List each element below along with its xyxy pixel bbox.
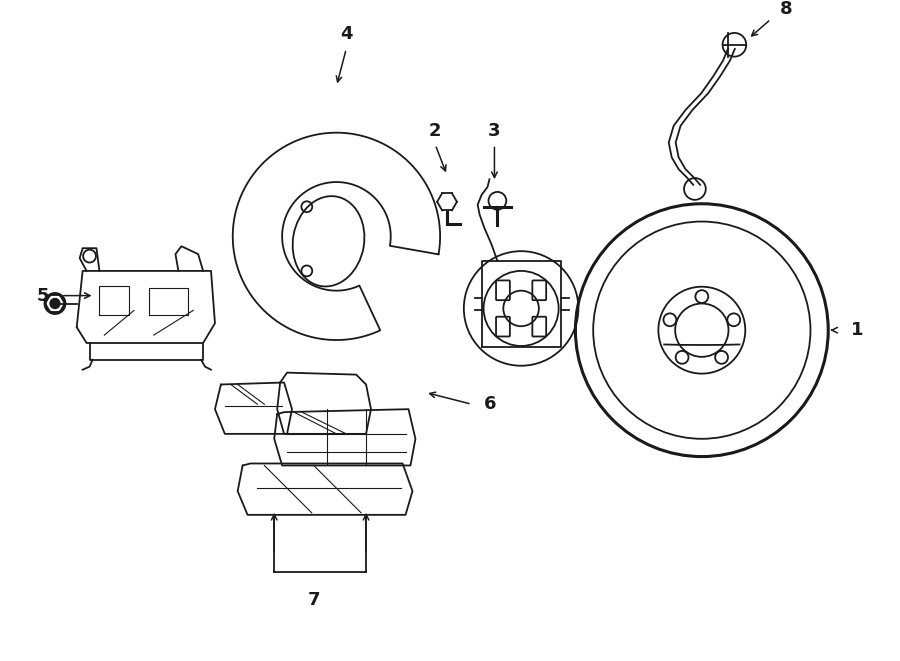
Text: 6: 6 <box>483 395 496 413</box>
Text: 7: 7 <box>308 591 320 609</box>
Text: 2: 2 <box>429 122 441 139</box>
Text: 1: 1 <box>850 321 863 339</box>
Text: 3: 3 <box>488 122 500 139</box>
Circle shape <box>50 299 60 309</box>
Text: 5: 5 <box>37 287 50 305</box>
Text: 8: 8 <box>779 0 792 19</box>
Text: 4: 4 <box>340 25 353 43</box>
